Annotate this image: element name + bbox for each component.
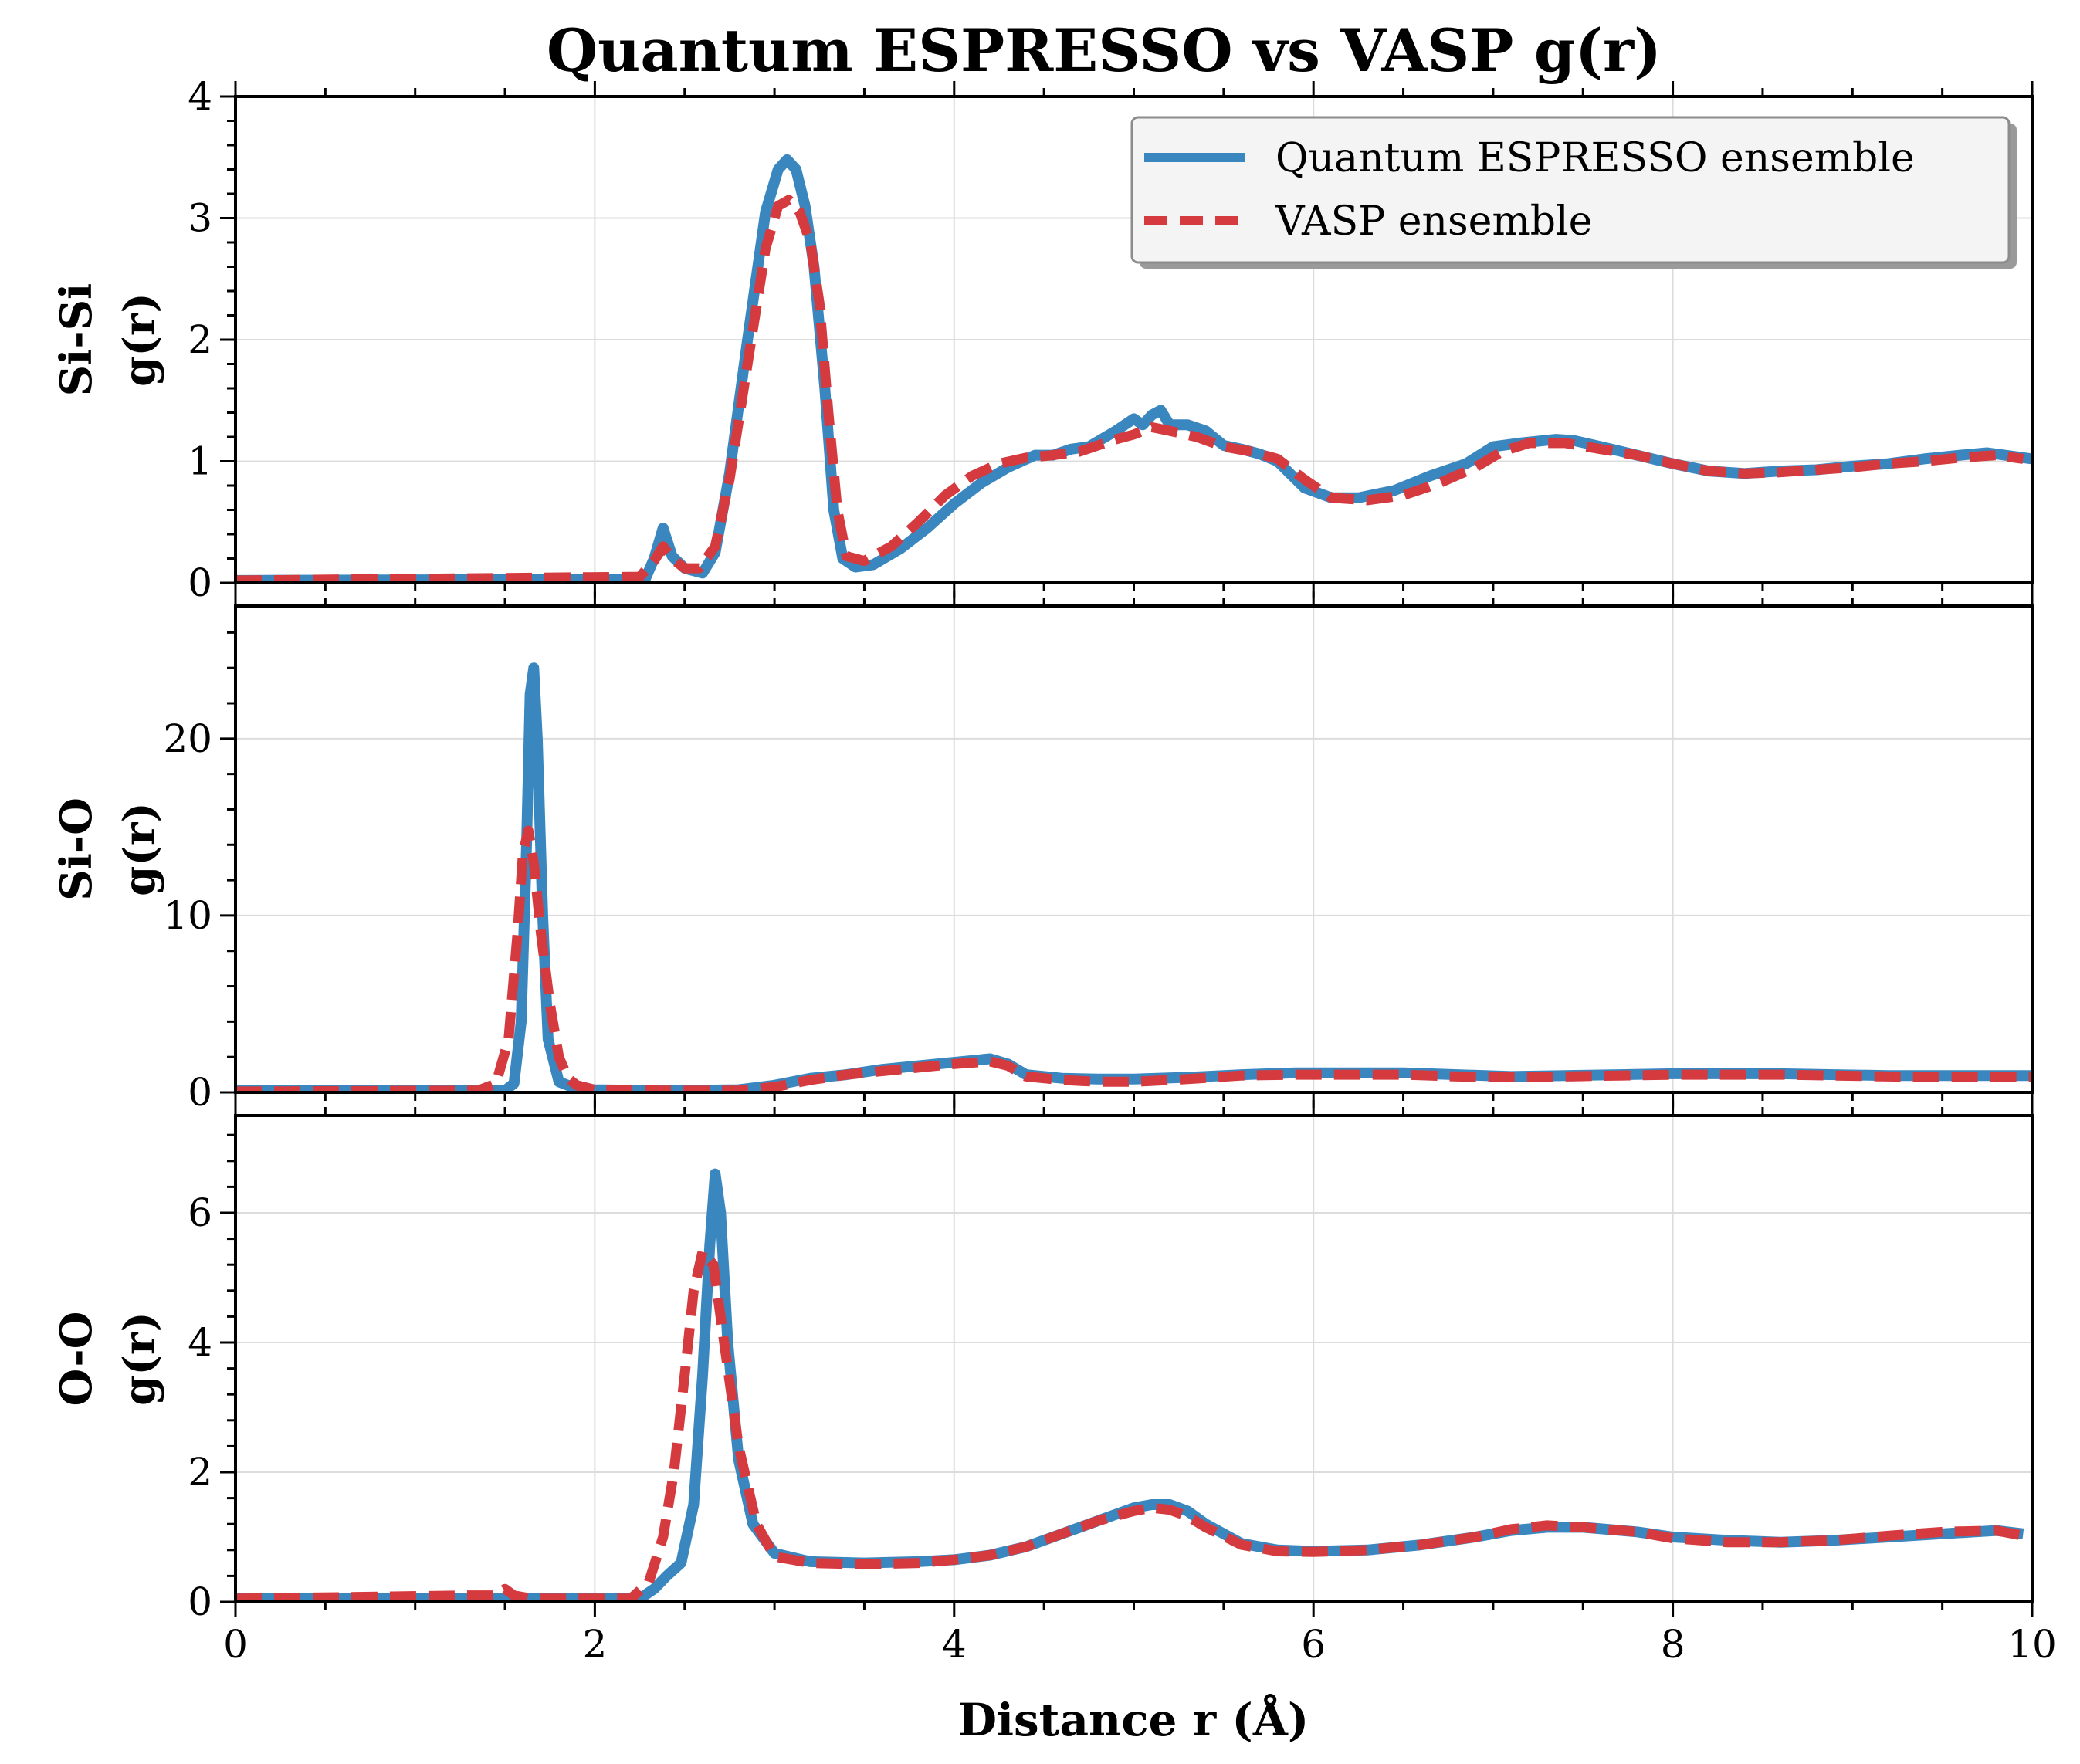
si-o-y-axis-label-line1: Si-O xyxy=(51,797,102,901)
legend-frame xyxy=(1130,116,2011,264)
si-si-y-tick-label: 0 xyxy=(188,560,212,605)
si-si-y-axis-label-line2: g(r) xyxy=(114,293,165,387)
o-o-y-tick-label: 0 xyxy=(188,1579,212,1624)
o-o-y-axis-label-line2: g(r) xyxy=(114,1312,165,1406)
chart-title: Quantum ESPRESSO vs VASP g(r) xyxy=(547,16,1662,85)
o-o-vasp-series-line xyxy=(235,1246,2024,1602)
si-si-y-tick-label: 3 xyxy=(188,196,212,241)
x-axis-label: Distance r (Å) xyxy=(958,1694,1309,1746)
panel-si-o: 0 10 20 Si-O g(r) xyxy=(51,591,2034,1115)
si-si-y-tick-label: 2 xyxy=(188,317,212,362)
legend: Quantum ESPRESSO ensemble VASP ensemble xyxy=(1130,116,2017,269)
o-o-y-axis-label-line1: O-O xyxy=(51,1312,102,1407)
o-o-y-tick-label: 2 xyxy=(188,1450,212,1495)
panel-o-o: 0 2 4 6 8 10 0 2 4 6 O-O g(r) xyxy=(51,1100,2057,1667)
si-si-vasp-series-line xyxy=(235,195,2024,583)
x-tick-label: 10 xyxy=(2007,1622,2057,1667)
si-si-y-tick-label: 4 xyxy=(188,74,212,119)
si-si-y-tick-label: 1 xyxy=(188,439,212,484)
x-tick-label: 2 xyxy=(582,1622,607,1667)
o-o-y-tick-label: 6 xyxy=(188,1190,212,1235)
si-o-vasp-series-line xyxy=(235,825,2032,1092)
si-o-y-tick-label: 0 xyxy=(188,1070,212,1115)
legend-label-vasp: VASP ensemble xyxy=(1275,198,1592,245)
x-tick-label: 4 xyxy=(942,1622,967,1667)
o-o-y-tick-label: 4 xyxy=(188,1320,212,1365)
si-o-y-tick-label: 20 xyxy=(163,716,212,761)
x-tick-label: 0 xyxy=(223,1622,248,1667)
x-tick-label: 6 xyxy=(1301,1622,1326,1667)
legend-label-qe: Quantum ESPRESSO ensemble xyxy=(1275,135,1915,181)
si-o-y-tick-label: 10 xyxy=(163,893,212,938)
x-tick-label: 8 xyxy=(1661,1622,1685,1667)
si-o-y-axis-label-line2: g(r) xyxy=(114,802,165,896)
si-si-y-axis-label-line1: Si-Si xyxy=(51,283,102,397)
